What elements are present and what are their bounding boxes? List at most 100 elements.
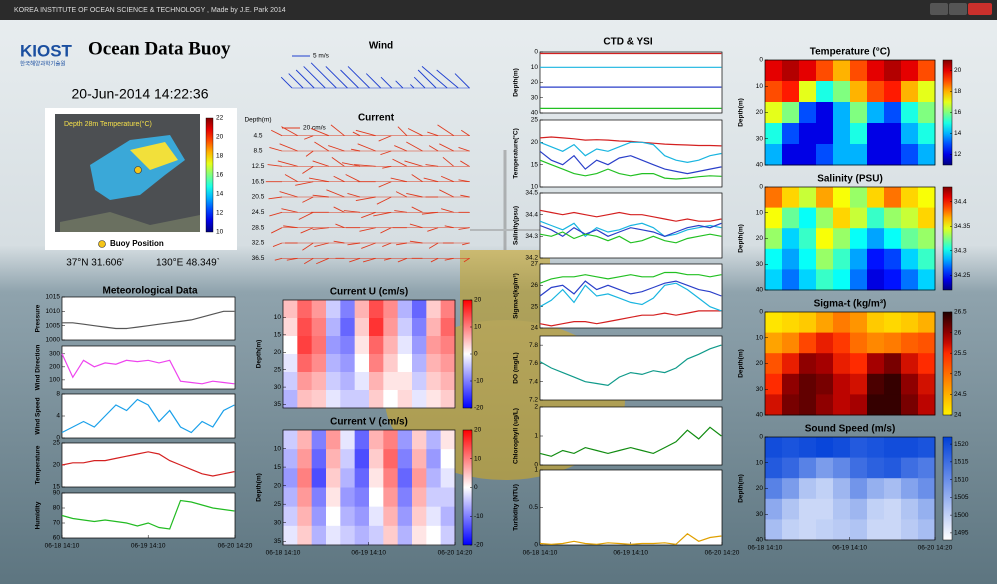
heatmap-cell	[397, 318, 413, 337]
y-tick-label: 20	[274, 349, 282, 356]
heatmap-cell	[412, 430, 427, 450]
heatmap-cell	[297, 506, 313, 527]
heatmap-cell	[782, 144, 800, 166]
heatmap-cell	[311, 300, 327, 319]
y-tick-label: 30	[274, 384, 282, 391]
y-tick-label: 70	[53, 520, 61, 527]
window-title: KOREA INSTITUTE OF OCEAN SCIENCE & TECHN…	[14, 7, 286, 14]
colorbar-tick-label: 1500	[954, 512, 969, 519]
y-tick-label: 1000	[46, 337, 61, 344]
heatmap-cell	[397, 468, 413, 488]
heatmap-cell	[326, 506, 341, 527]
y-tick-label: 15	[274, 332, 282, 339]
map-colorbar	[205, 117, 214, 233]
y-tick-label: 24	[531, 325, 539, 332]
heatmap-cell	[397, 506, 413, 527]
heatmap-cell	[340, 487, 356, 508]
y-tick-label: 0	[759, 309, 763, 316]
colorbar-tick-label: 18	[216, 153, 224, 160]
colorbar-tick-label: 12	[216, 210, 224, 217]
plot-area	[61, 393, 236, 439]
heatmap-cell	[426, 390, 442, 409]
heatmap-cell	[326, 336, 341, 355]
vector-stick	[295, 181, 314, 186]
x-tick-label: 06-19 14:10	[613, 550, 648, 557]
heatmap-cell	[782, 498, 800, 520]
vector-stick	[458, 179, 470, 183]
y-axis-label: Sigma-t(kg/m³)	[513, 273, 520, 319]
heatmap-cell	[426, 318, 442, 337]
close-button[interactable]	[968, 3, 992, 15]
y-tick-label: 1005	[46, 322, 61, 329]
colorbar-tick-label: 12	[954, 151, 962, 158]
heatmap-cell	[326, 372, 341, 391]
minimize-button[interactable]	[930, 3, 948, 15]
heatmap-cell	[369, 300, 384, 319]
vector-stick	[428, 242, 439, 249]
heatmap-cell	[850, 187, 868, 208]
y-tick-label: 0	[534, 542, 538, 549]
chart-title: Temperature (°C)	[810, 47, 891, 58]
heatmap-cell	[816, 123, 834, 145]
row-label: 36.5	[252, 255, 265, 262]
y-tick-label: 30	[531, 94, 539, 101]
vector-stick	[354, 164, 376, 167]
vector-stick	[376, 196, 392, 205]
vector-stick	[462, 242, 470, 246]
series-line	[539, 141, 722, 164]
series-line	[539, 231, 722, 244]
heatmap-cell	[884, 248, 902, 270]
y-tick-label: 30	[756, 511, 764, 518]
y-tick-label: 7.6	[529, 360, 538, 367]
colorbar-tick-label: 1505	[954, 494, 969, 501]
heatmap-cell	[884, 60, 902, 82]
heatmap-cell	[426, 468, 442, 488]
y-tick-label: 90	[53, 490, 61, 497]
heatmap-cell	[369, 318, 384, 337]
row-label: 24.5	[252, 209, 265, 216]
vector-stick	[302, 196, 314, 203]
plot-area	[61, 296, 236, 341]
heatmap-cell	[326, 300, 341, 319]
y-tick-label: 15	[531, 161, 539, 168]
heatmap-cell	[833, 332, 851, 354]
heatmap-cell	[850, 312, 868, 333]
colorbar-tick-label: 34.4	[954, 198, 967, 205]
heatmap-cell	[440, 487, 456, 508]
series-line	[61, 398, 235, 434]
heatmap-cell	[412, 354, 427, 373]
vector-stick	[409, 240, 423, 244]
heatmap-cell	[412, 525, 427, 546]
heatmap-cell	[918, 81, 936, 103]
vector-stick	[397, 126, 408, 136]
heatmap-cell	[354, 390, 370, 409]
heatmap-cell	[283, 390, 298, 409]
heatmap-cell	[816, 312, 834, 333]
heatmap-cell	[867, 519, 885, 541]
series-line	[539, 136, 722, 147]
heatmap-cell	[397, 354, 413, 373]
vector-stick	[283, 225, 298, 229]
heatmap-cell	[412, 487, 427, 508]
x-tick-label: 06-18 14:10	[45, 543, 80, 550]
vector-stick	[347, 242, 361, 246]
heatmap-cell	[340, 300, 356, 319]
y-axis-label: DO (mg/L)	[513, 352, 520, 383]
heatmap-cell	[918, 269, 936, 291]
heatmap-cell	[799, 353, 817, 375]
series-line	[539, 426, 722, 457]
y-tick-label: 60	[53, 535, 61, 542]
maximize-button[interactable]	[949, 3, 967, 15]
colorbar-tick-label: 16	[216, 172, 224, 179]
vector-stick	[355, 196, 376, 202]
chart-title: Current	[358, 113, 395, 124]
y-tick-label: 8	[56, 391, 60, 398]
heatmap-cell	[340, 390, 356, 409]
heatmap-cell	[765, 353, 783, 375]
heatmap-cell	[765, 457, 783, 479]
vector-stick	[421, 66, 448, 89]
heatmap-cell	[850, 373, 868, 395]
series-line	[539, 310, 722, 327]
vector-stick	[425, 164, 439, 167]
heatmap-cell	[867, 269, 885, 291]
